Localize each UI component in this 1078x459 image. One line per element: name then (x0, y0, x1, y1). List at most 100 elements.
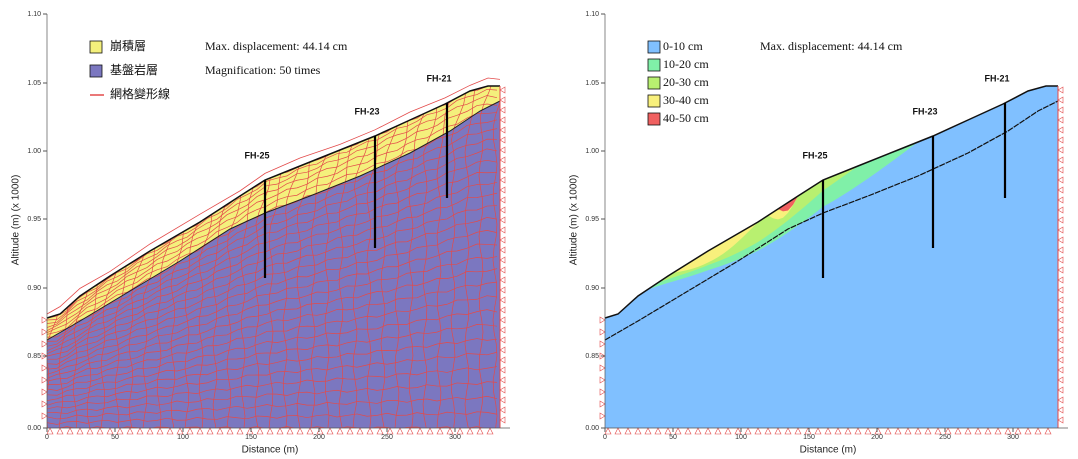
support (500, 147, 505, 153)
support (500, 407, 505, 413)
support (500, 277, 505, 283)
legend-swatch (648, 59, 660, 71)
support (1058, 107, 1063, 113)
y-tick-label: 1.05 (27, 80, 41, 87)
legend-label: 網格變形線 (110, 86, 170, 101)
borehole-label: FH-21 (984, 73, 1009, 83)
x-tick-label: 200 (313, 434, 325, 441)
support (237, 428, 243, 434)
x-tick-label: 0 (603, 434, 607, 441)
y-axis-label: Altitude (m) (x 1000) (569, 175, 580, 266)
support (1058, 117, 1063, 123)
support (1058, 207, 1063, 213)
support (42, 413, 47, 419)
support (1058, 297, 1063, 303)
legend-swatch (648, 41, 660, 53)
y-tick-label: 1.00 (27, 148, 41, 155)
support (785, 428, 791, 434)
x-tick-label: 50 (111, 434, 119, 441)
support (1058, 347, 1063, 353)
ground (605, 86, 1058, 428)
support (500, 217, 505, 223)
support (42, 341, 47, 347)
support (1058, 127, 1063, 133)
support (407, 428, 413, 434)
support (500, 317, 505, 323)
x-axis-label: Distance (m) (242, 445, 299, 456)
support (227, 428, 233, 434)
support (500, 137, 505, 143)
x-tick-label: 50 (669, 434, 677, 441)
y-tick-label: 1.10 (585, 11, 599, 18)
support (1035, 428, 1041, 434)
support (1058, 407, 1063, 413)
support (1045, 428, 1051, 434)
support (625, 428, 631, 434)
support (347, 428, 353, 434)
y-axis-label: Altitude (m) (x 1000) (11, 175, 22, 266)
legend-swatch (648, 113, 660, 125)
y-tick-label: 0.90 (27, 285, 41, 292)
support (775, 428, 781, 434)
x-tick-label: 250 (381, 434, 393, 441)
support (307, 428, 313, 434)
legend-swatch (648, 95, 660, 107)
y-tick-label: 1.00 (585, 148, 599, 155)
support (500, 367, 505, 373)
support (845, 428, 851, 434)
support (77, 428, 83, 434)
panel: FH-25FH-23FH-210.000.850.900.951.001.051… (11, 11, 510, 456)
support (1058, 247, 1063, 253)
note: Max. displacement: 44.14 cm (760, 39, 903, 53)
support (500, 267, 505, 273)
legend-label: 10-20 cm (663, 57, 709, 71)
support (1058, 327, 1063, 333)
support (1058, 237, 1063, 243)
support (367, 428, 373, 434)
support (500, 197, 505, 203)
support (1058, 167, 1063, 173)
support (417, 428, 423, 434)
support (500, 297, 505, 303)
legend-label: 0-10 cm (663, 39, 703, 53)
support (1058, 227, 1063, 233)
support (815, 428, 821, 434)
support (500, 257, 505, 263)
support (42, 317, 47, 323)
support (67, 428, 73, 434)
support (42, 329, 47, 335)
support (500, 347, 505, 353)
borehole-label: FH-23 (354, 106, 379, 116)
y-tick-label: 0.00 (27, 425, 41, 432)
borehole-label: FH-23 (912, 106, 937, 116)
support (147, 428, 153, 434)
support (500, 377, 505, 383)
support (600, 365, 605, 371)
support (600, 317, 605, 323)
support (500, 117, 505, 123)
x-tick-label: 250 (939, 434, 951, 441)
support (865, 428, 871, 434)
support (825, 428, 831, 434)
support (500, 237, 505, 243)
support (855, 428, 861, 434)
support (57, 428, 63, 434)
support (500, 107, 505, 113)
support (925, 428, 931, 434)
x-tick-label: 150 (245, 434, 257, 441)
support (42, 377, 47, 383)
support (87, 428, 93, 434)
x-tick-label: 200 (871, 434, 883, 441)
borehole-label: FH-25 (244, 150, 269, 160)
support (500, 167, 505, 173)
support (1058, 377, 1063, 383)
support (1058, 187, 1063, 193)
support (985, 428, 991, 434)
support (500, 87, 505, 93)
support (885, 428, 891, 434)
support (500, 207, 505, 213)
support (895, 428, 901, 434)
x-tick-label: 0 (45, 434, 49, 441)
support (995, 428, 1001, 434)
support (127, 428, 133, 434)
